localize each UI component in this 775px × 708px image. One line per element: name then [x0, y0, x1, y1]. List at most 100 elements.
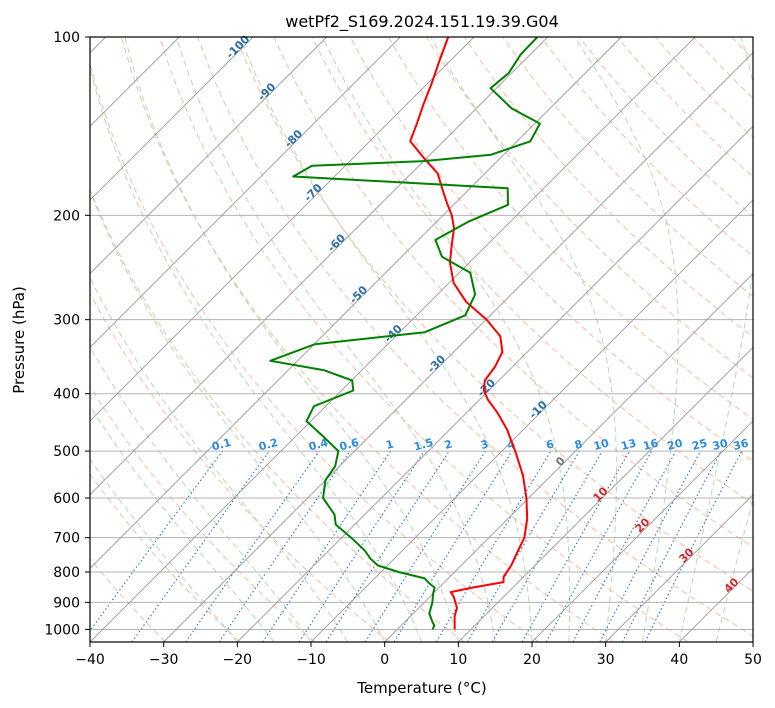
x-tick-label: −30 — [149, 652, 179, 668]
dry-adiabat-line — [425, 37, 753, 379]
dry-adiabat-line — [120, 37, 614, 642]
x-axis-ticks: −40 −30 −20 −10 0 10 20 30 40 50 — [75, 642, 762, 668]
isotherm-line — [90, 37, 401, 348]
dry-adiabat-line — [90, 62, 540, 642]
mixing-ratio-label: 1.5 — [412, 436, 434, 454]
y-tick-label: 400 — [53, 387, 80, 403]
dry-adiabat-line — [273, 37, 753, 548]
dry-adiabat-line — [502, 37, 753, 298]
y-axis-ticks: 100 200 300 400 500 600 700 800 900 1000 — [44, 30, 90, 638]
isotherm-line — [531, 420, 753, 642]
profiles — [269, 37, 541, 630]
mixing-ratio-label: 6 — [545, 437, 556, 452]
x-tick-label: 50 — [744, 652, 762, 668]
y-tick-label: 200 — [53, 208, 80, 224]
moist-adiabat-line — [90, 65, 422, 642]
mixing-ratio-label: 13 — [620, 436, 638, 453]
mixing-ratio-label: 0.4 — [307, 436, 330, 454]
mixing-ratio-line — [644, 450, 743, 642]
dry-adiabat-line — [235, 37, 753, 592]
mixing-ratio-line — [521, 450, 630, 642]
y-tick-label: 300 — [53, 313, 80, 329]
y-axis-label: Pressure (hPa) — [10, 286, 28, 394]
mixing-ratio-label: 16 — [642, 436, 660, 453]
mixing-ratio-label: 0.1 — [210, 436, 232, 454]
dry-adiabat-line — [464, 37, 753, 338]
plot-frame — [89, 36, 754, 643]
dry-adiabat-line — [311, 37, 753, 505]
isotherm-line — [310, 199, 753, 642]
mixing-ratio-label: 36 — [732, 436, 750, 453]
isotherm-line — [90, 37, 696, 642]
mixing-ratio-line — [131, 450, 270, 642]
mixing-ratio-label: 0.6 — [338, 436, 361, 454]
mixing-ratio-line — [218, 450, 351, 642]
moist-adiabat-line — [90, 405, 275, 642]
y-tick-label: 800 — [53, 565, 80, 581]
moist-adiabat-line — [678, 37, 753, 642]
isotherm-line — [90, 37, 548, 496]
mixing-ratio-label: 2 — [443, 437, 454, 452]
dry-adiabat-line — [90, 292, 390, 642]
x-tick-label: −10 — [296, 652, 326, 668]
isotherm-line — [384, 273, 753, 642]
x-tick-label: 20 — [523, 652, 541, 668]
moist-adiabat-line — [90, 458, 238, 642]
x-tick-label: 10 — [449, 652, 467, 668]
mixing-ratio-label: 3 — [479, 437, 490, 452]
moist-adiabat-line — [322, 37, 571, 642]
x-tick-label: 30 — [597, 652, 615, 668]
y-tick-label: 500 — [53, 444, 80, 460]
isotherm-line — [605, 494, 753, 642]
isotherm-line — [237, 125, 753, 642]
chart-title: wetPf2_S169.2024.151.19.39.G04 — [285, 12, 559, 32]
y-tick-label: 1000 — [44, 622, 80, 638]
moist-adiabat-line — [175, 37, 496, 642]
isotherm-line — [90, 37, 254, 201]
dry-adiabat-line — [90, 188, 465, 642]
mixing-ratio-line — [572, 450, 677, 642]
dry-adiabat-line — [349, 37, 753, 462]
pressure-gridlines — [90, 37, 753, 630]
x-tick-label: −20 — [223, 652, 253, 668]
mixing-ratio-line — [393, 450, 513, 642]
dry-adiabat-line — [90, 385, 316, 642]
skewed-isotherms — [90, 37, 753, 642]
moist-adiabat-line — [239, 37, 533, 642]
isotherm-line — [163, 52, 753, 642]
x-tick-label: 40 — [670, 652, 688, 668]
moist-adiabat-line — [90, 276, 349, 642]
mixing-ratio-line — [185, 450, 320, 642]
background-lines — [90, 37, 753, 642]
mixing-ratio-line — [262, 450, 392, 642]
mixing-ratio-label: 8 — [573, 437, 584, 452]
mixing-ratio-label: 1 — [384, 437, 395, 452]
y-tick-label: 700 — [53, 531, 80, 547]
temperature-profile-line — [409, 37, 529, 630]
dry-adiabat-line — [90, 473, 241, 642]
y-tick-label: 100 — [53, 30, 80, 46]
moist-adiabat-line — [90, 189, 386, 642]
mixing-ratio-line — [298, 450, 425, 642]
moist-adiabat-line — [574, 37, 679, 642]
isotherm-line — [90, 37, 327, 275]
dry-adiabat-line — [387, 37, 753, 420]
y-tick-label: 600 — [53, 491, 80, 507]
mixing-ratio-line — [90, 450, 223, 632]
y-tick-label: 900 — [53, 595, 80, 611]
mixing-ratio-label: 30 — [711, 436, 729, 453]
mixing-ratio-label: 10 — [592, 436, 610, 453]
mixing-ratio-label: 25 — [691, 436, 709, 453]
mixing-ratio-line — [545, 450, 653, 642]
dewpoint-profile-line — [269, 37, 541, 630]
isotherm-line — [458, 346, 753, 642]
mixing-ratio-label: 20 — [666, 436, 684, 453]
isotherm-line — [90, 37, 475, 422]
x-tick-label: −40 — [75, 652, 105, 668]
dry-adiabat-line — [159, 37, 689, 642]
mixing-ratio-label: 4 — [506, 437, 517, 452]
x-axis-label: Temperature (°C) — [356, 679, 486, 697]
moist-adiabat-line — [124, 37, 459, 642]
moist-adiabat-line — [715, 498, 753, 642]
